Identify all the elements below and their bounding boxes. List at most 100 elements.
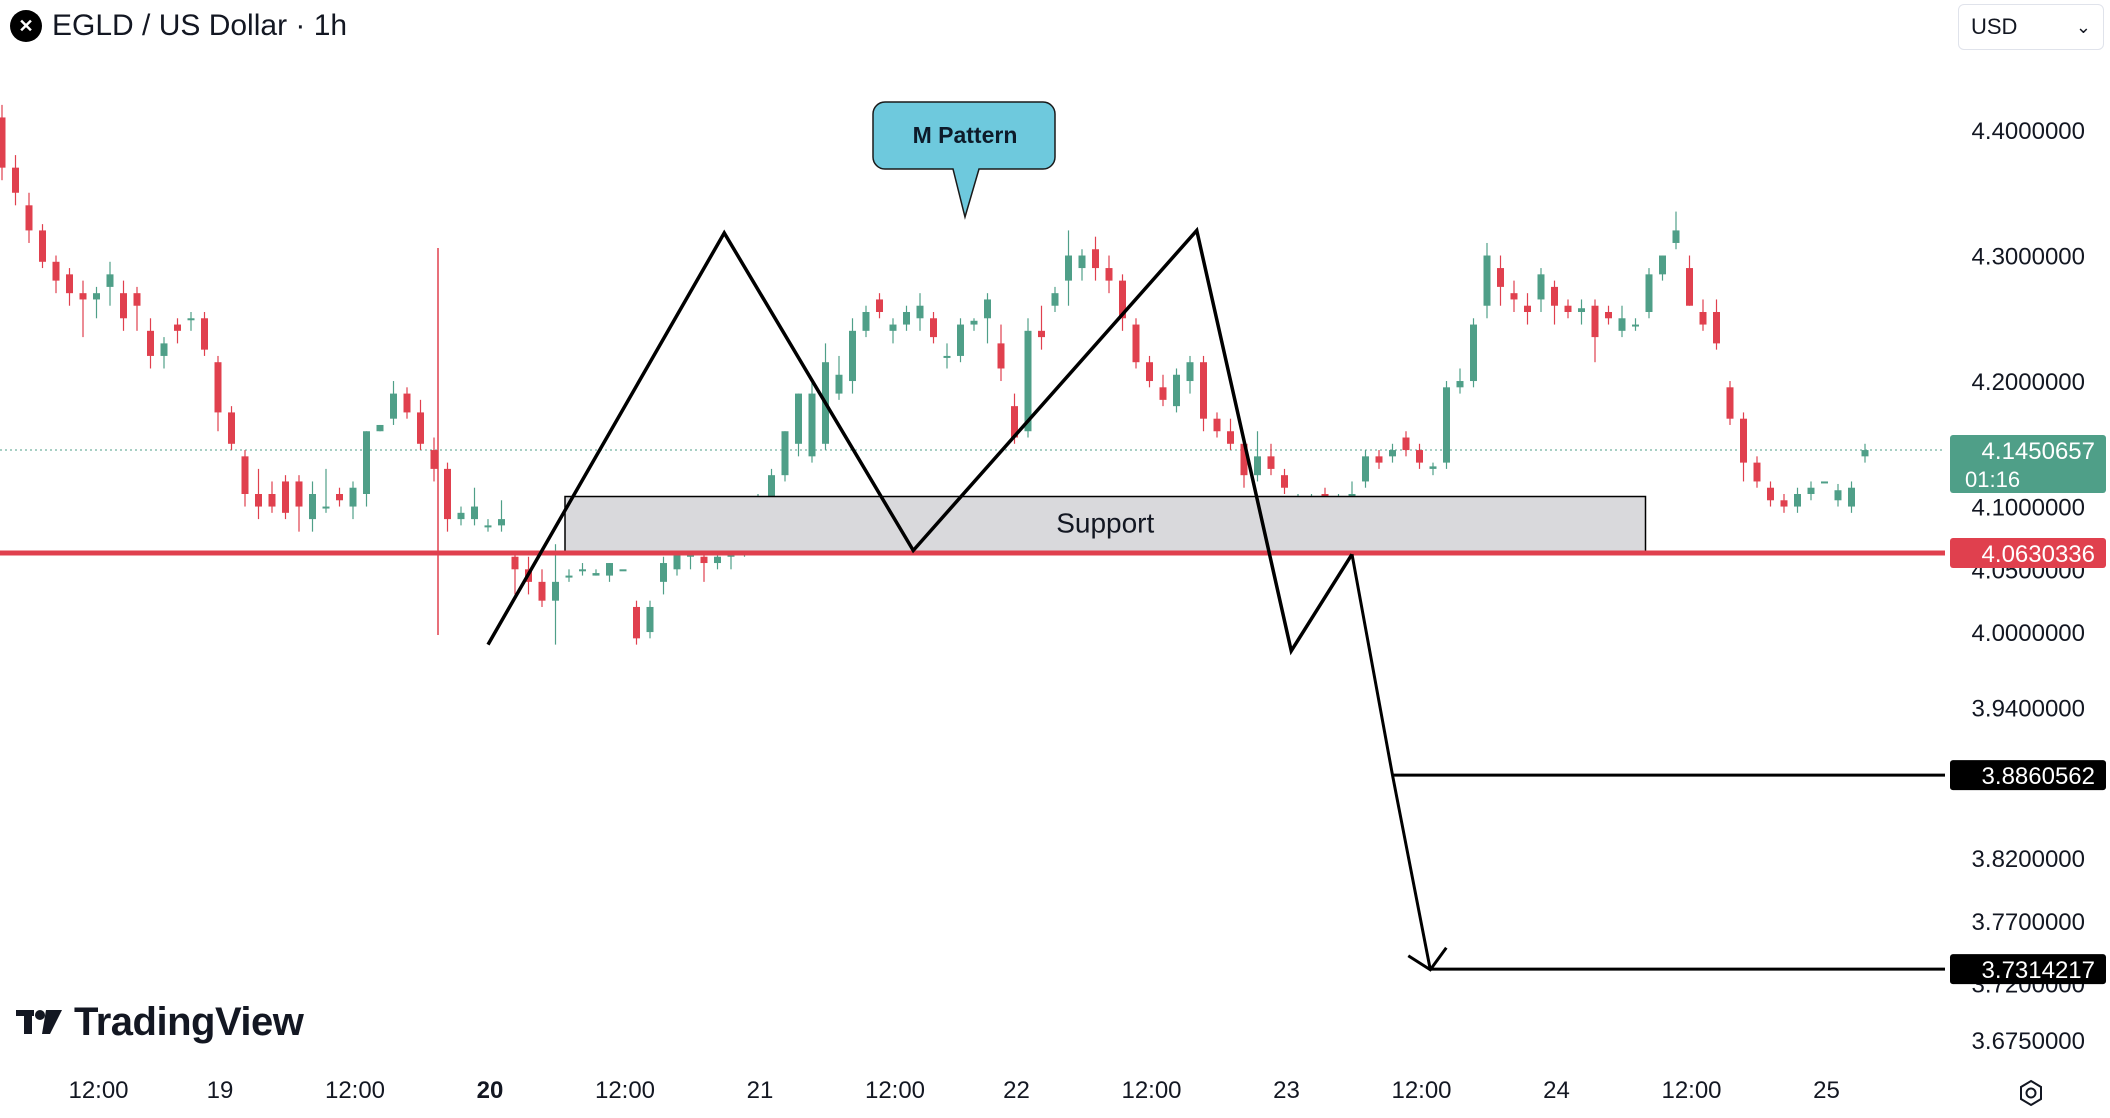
candle (444, 462, 451, 532)
candle (79, 280, 87, 338)
candle-body (471, 506, 478, 520)
x-axis-tick-label: 22 (1003, 1077, 1030, 1104)
m-pattern-label: M Pattern (913, 122, 1018, 148)
candle (1564, 299, 1572, 319)
candle-body (633, 606, 640, 639)
candle (646, 600, 654, 639)
candle (228, 406, 235, 451)
candle-body (1483, 255, 1491, 306)
candle-body (1510, 293, 1518, 300)
candle (1456, 368, 1464, 394)
candle (606, 563, 613, 582)
tradingview-logo[interactable]: TradingView (16, 1000, 304, 1045)
candle (1821, 481, 1828, 484)
candle (835, 355, 843, 400)
x-axis-tick-label: 23 (1273, 1077, 1300, 1104)
candle (916, 293, 924, 331)
candle-body (403, 393, 411, 413)
candle (174, 318, 181, 344)
last-price-label: 4.1450657 (1982, 438, 2095, 465)
candle-body (714, 556, 721, 564)
symbol-title[interactable]: EGLD / US Dollar · 1h (52, 9, 348, 42)
x-axis-tick-label: 12:00 (1391, 1077, 1451, 1104)
x-axis-tick-label: 12:00 (865, 1077, 925, 1104)
candle (1659, 255, 1666, 281)
candle-body (187, 318, 195, 321)
candle (970, 318, 978, 331)
candle-body (889, 324, 897, 331)
candle-body (1821, 481, 1828, 484)
candle-body (1227, 431, 1234, 444)
candle (1227, 418, 1234, 451)
candle-body (862, 312, 870, 331)
candle (903, 305, 910, 331)
candle-body (376, 424, 384, 432)
candle-body (1213, 418, 1221, 432)
x-axis-tick-label: 12:00 (595, 1077, 655, 1104)
candle (1065, 230, 1072, 306)
candle-body (444, 468, 451, 520)
candle-body (538, 581, 546, 601)
candle-body (120, 293, 127, 319)
candle-body (1753, 462, 1761, 482)
candle (322, 468, 330, 513)
candle (268, 481, 276, 513)
countdown-label: 01:16 (1965, 467, 2020, 492)
candle-body (1078, 255, 1086, 269)
y-axis-tick-label: 3.8200000 (1972, 846, 2085, 873)
candle (336, 487, 343, 507)
support-zone[interactable] (564, 495, 1647, 554)
currency-select[interactable]: USD ⌄ (1958, 4, 2104, 50)
candle-body (1861, 450, 1869, 457)
candle-body (1402, 437, 1410, 451)
tradingview-mark-icon (16, 1009, 62, 1034)
candle-body (1146, 362, 1153, 382)
support-price-label: 4.0630336 (1982, 541, 2095, 568)
candle-body (336, 494, 343, 501)
candle-body (322, 506, 330, 509)
candle (1362, 450, 1369, 488)
candle-body (1105, 268, 1113, 281)
candle (1119, 274, 1126, 331)
candle (241, 450, 249, 507)
candle-body (1767, 487, 1774, 501)
candle (1051, 286, 1059, 312)
candle-body (1159, 387, 1167, 400)
x-axis-tick-label: 21 (747, 1077, 774, 1104)
candle (957, 318, 964, 363)
m-pattern-path[interactable] (486, 226, 1354, 656)
candle (660, 556, 667, 595)
candle (1443, 381, 1450, 469)
candle-body (1551, 286, 1558, 306)
candle-body (970, 320, 978, 325)
candle-body (1132, 324, 1140, 363)
candle-body (282, 481, 289, 513)
x-axis-tick-label: 12:00 (1661, 1077, 1721, 1104)
candle (1510, 280, 1518, 312)
candle-body (0, 117, 6, 168)
candle-body (511, 556, 519, 570)
x-axis-tick-label: 12:00 (1121, 1077, 1181, 1104)
candle-body (484, 525, 492, 528)
projection-path[interactable] (1350, 553, 1432, 970)
candle (795, 393, 802, 457)
candle-body (349, 487, 357, 507)
candle-body (1672, 230, 1680, 243)
candle (1591, 299, 1599, 363)
settings-gear-icon[interactable] (2016, 1078, 2046, 1108)
candle-body (579, 569, 586, 572)
candle-body (214, 362, 222, 413)
candle (1713, 299, 1720, 350)
y-axis-tick-label: 3.9400000 (1972, 695, 2085, 722)
candle-body (39, 230, 46, 262)
candle-body (930, 318, 937, 338)
candle-body (417, 412, 424, 444)
target-price-label: 3.8860562 (1982, 763, 2095, 790)
candle-body (1834, 490, 1842, 501)
candle-body (147, 330, 154, 356)
candle (1078, 249, 1086, 281)
candle (1281, 468, 1288, 494)
candle (484, 519, 492, 532)
m-pattern-callout[interactable] (872, 101, 1056, 220)
